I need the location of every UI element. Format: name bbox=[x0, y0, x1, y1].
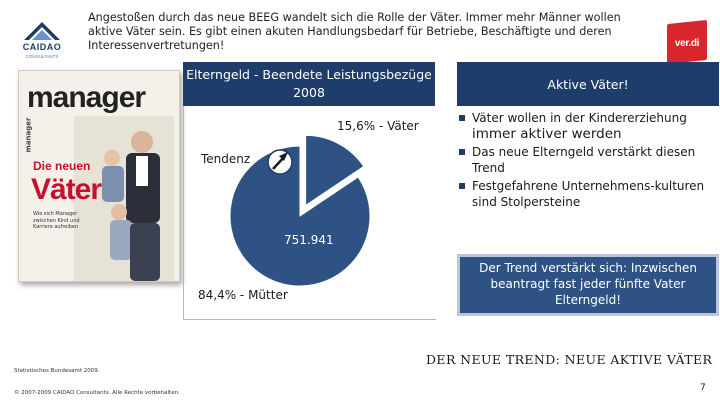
verdi-logo-text: ver.di bbox=[674, 38, 700, 49]
source-note: Statistisches Bundesamt 2009. bbox=[14, 368, 100, 374]
callout-box: Der Trend verstärkt sich: Inzwischen bea… bbox=[457, 254, 719, 316]
caidao-roof-icon bbox=[24, 22, 60, 40]
caidao-logo-sub: CONSULTANTS bbox=[25, 54, 59, 59]
bullet-square-icon bbox=[459, 115, 465, 121]
magazine-headline-big: Väter bbox=[31, 173, 102, 206]
bullet-text: Väter wollen in der Kindererziehung bbox=[472, 111, 687, 125]
tendenz-label: Tendenz bbox=[201, 152, 251, 166]
bullet-item: Väter wollen in der Kindererziehung imme… bbox=[458, 110, 716, 142]
pie-total-label: 751.941 bbox=[284, 233, 334, 247]
right-panel-header: Aktive Väter! bbox=[457, 62, 719, 106]
bullet-text: Das neue Elterngeld verstärkt diesen Tre… bbox=[472, 145, 696, 175]
bullet-item: Festgefahrene Unternehmens-kulturen sind… bbox=[458, 178, 716, 210]
tendenz-arrow-icon bbox=[267, 149, 293, 175]
magazine-subline: Wie sich Manager zwischen Kind und Karri… bbox=[33, 211, 80, 230]
chart-header: Elterngeld - Beendete Leistungsbezüge 20… bbox=[183, 62, 435, 106]
verdi-logo: ver.di bbox=[664, 16, 710, 66]
pie-slice-vaeter bbox=[305, 134, 365, 207]
caidao-logo: CAIDAO CONSULTANTS bbox=[18, 18, 66, 66]
bullet-square-icon bbox=[459, 183, 465, 189]
magazine-title: manager bbox=[27, 81, 146, 114]
magazine-photo bbox=[74, 116, 174, 281]
pie-slice-muetter bbox=[229, 145, 371, 287]
caidao-logo-name: CAIDAO bbox=[22, 42, 62, 52]
bullet-text: Festgefahrene Unternehmens-kulturen sind… bbox=[472, 179, 705, 209]
copyright-note: © 2007-2009 CAIDAO Consultants. Alle Rec… bbox=[14, 390, 180, 396]
right-panel-header-text: Aktive Väter! bbox=[547, 76, 629, 92]
chart-frame bbox=[183, 106, 436, 320]
trend-title: DER NEUE TREND: NEUE AKTIVE VÄTER bbox=[426, 352, 713, 367]
pie-chart bbox=[229, 134, 371, 287]
intro-text: Angestoßen durch das neue BEEG wandelt s… bbox=[88, 11, 621, 52]
bullet-list: Väter wollen in der Kindererziehung imme… bbox=[458, 110, 716, 212]
page-number: 7 bbox=[700, 383, 706, 393]
bullet-emphasis: immer aktiver werden bbox=[472, 126, 622, 142]
pie-label-vaeter: 15,6% - Väter bbox=[337, 119, 419, 133]
bullet-square-icon bbox=[459, 149, 465, 155]
magazine-cover: manager manager Die neuen Väter Wie sich… bbox=[18, 70, 180, 282]
bullet-item: Das neue Elterngeld verstärkt diesen Tre… bbox=[458, 144, 716, 176]
magazine-vertical-title: manager bbox=[24, 117, 33, 153]
pie-label-muetter: 84,4% - Mütter bbox=[198, 288, 288, 302]
magazine-headline-small: Die neuen bbox=[33, 159, 91, 173]
